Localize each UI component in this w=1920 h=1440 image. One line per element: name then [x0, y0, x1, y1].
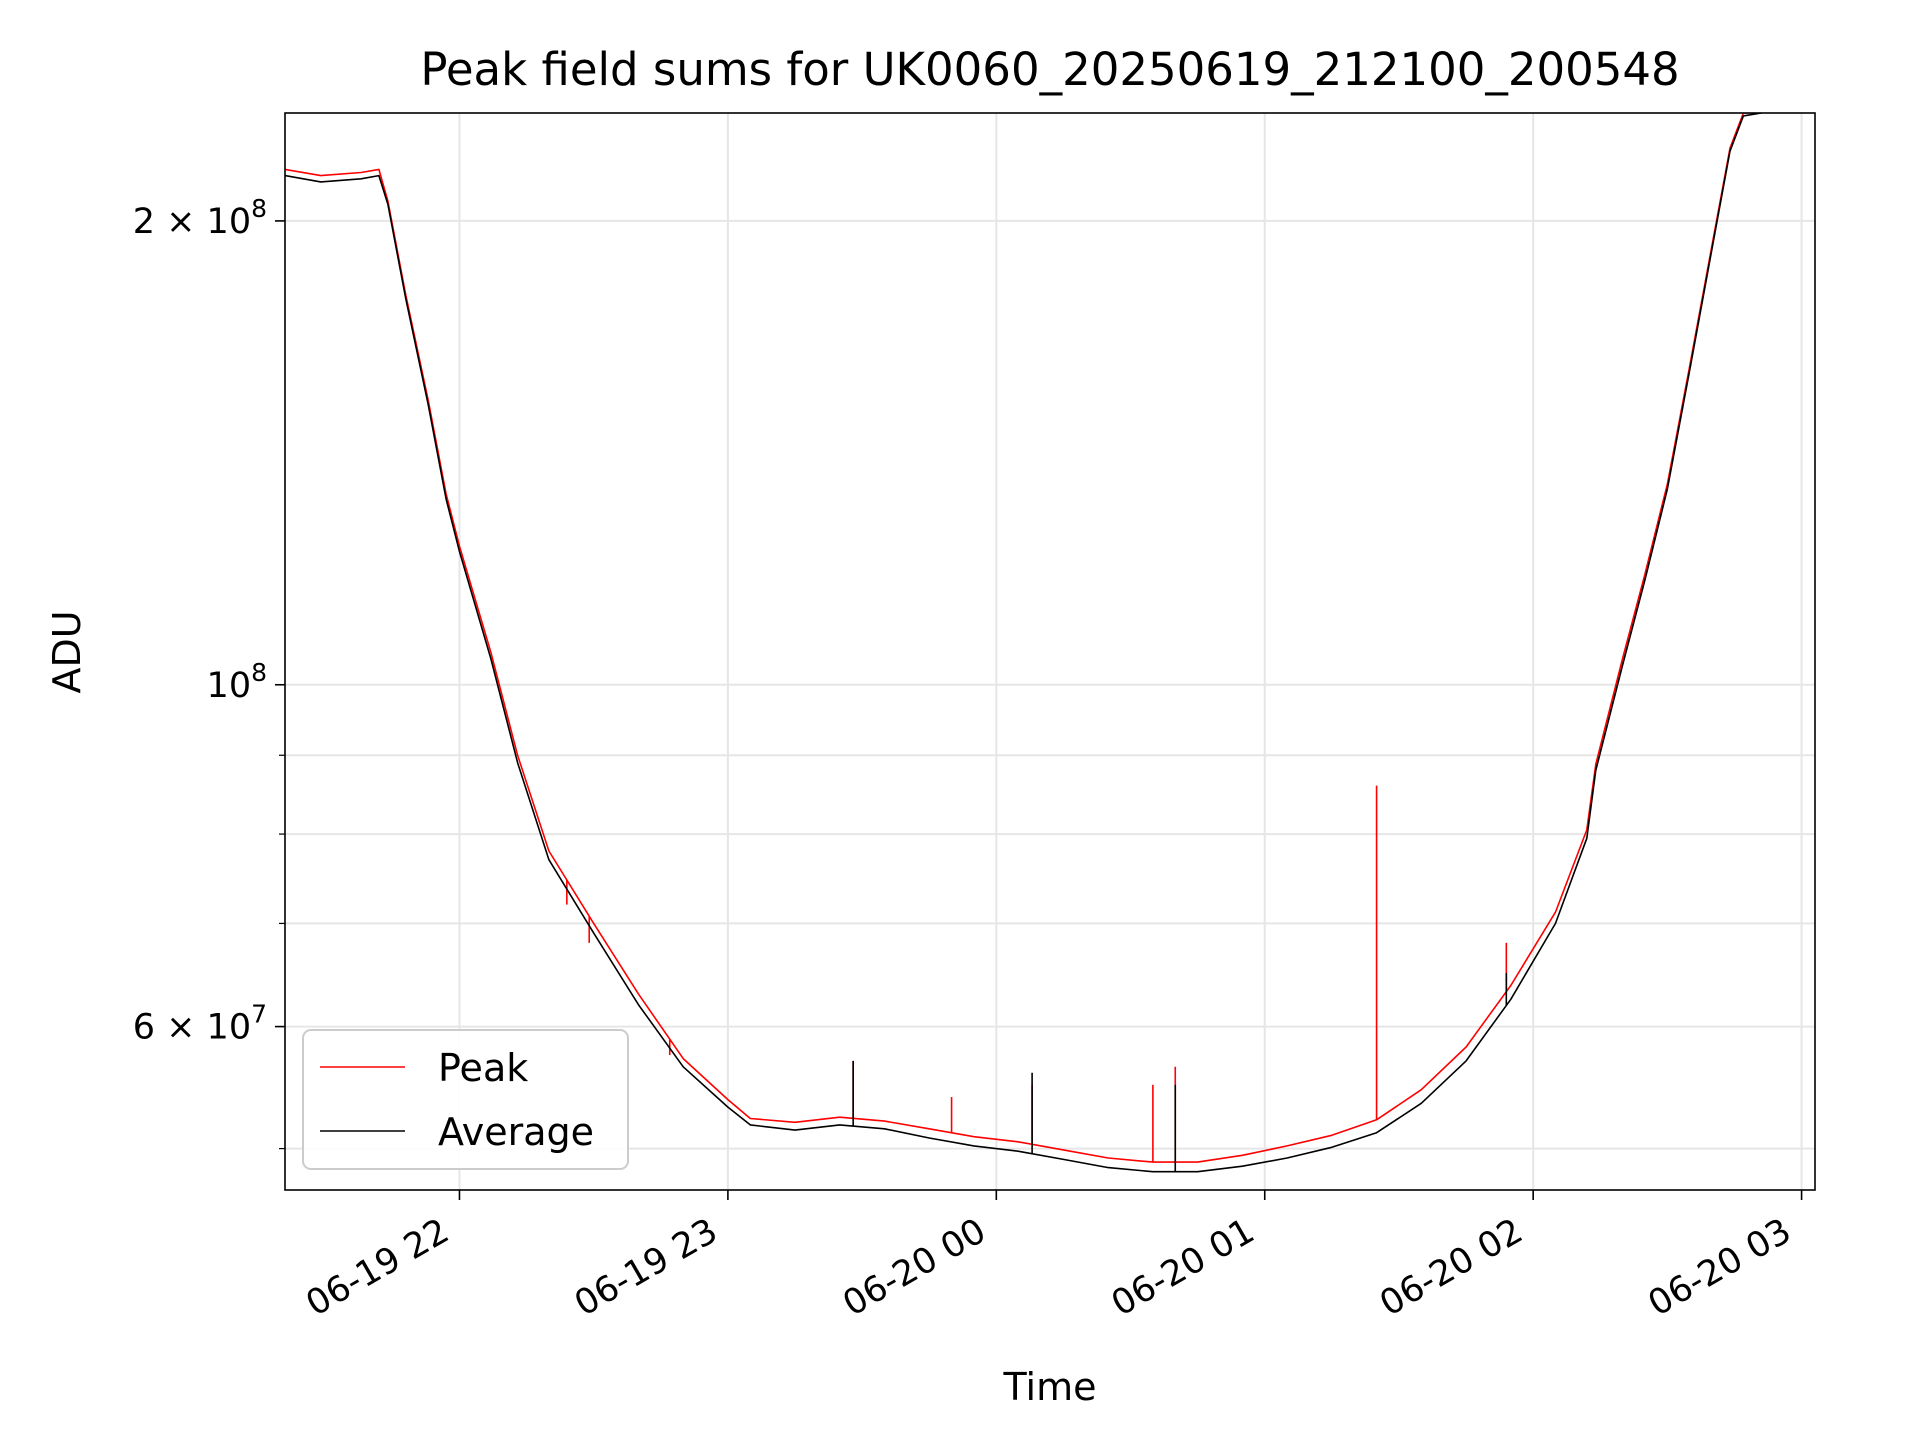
y-tick-label: 108	[207, 658, 267, 706]
legend-box	[302, 1029, 629, 1170]
chart-title: Peak field sums for UK0060_20250619_2121…	[420, 43, 1679, 96]
legend: Peak Average	[302, 1029, 629, 1170]
series-line-peak	[285, 113, 1762, 1163]
grid	[285, 113, 1815, 1190]
y-axis-label: ADU	[45, 610, 89, 693]
y-tick-label: 6 × 107	[133, 1000, 267, 1048]
y-tick-label: 2 × 108	[133, 194, 267, 242]
x-axis-label: Time	[1003, 1365, 1097, 1409]
y-axis-ticks: 6 × 107 108 2 × 108	[133, 194, 285, 1150]
plot-frame	[284, 112, 1816, 1191]
series-line-average	[285, 113, 1762, 1173]
series-layer	[285, 113, 1762, 1173]
legend-label-average: Average	[438, 1110, 594, 1154]
legend-label-peak: Peak	[438, 1046, 528, 1090]
